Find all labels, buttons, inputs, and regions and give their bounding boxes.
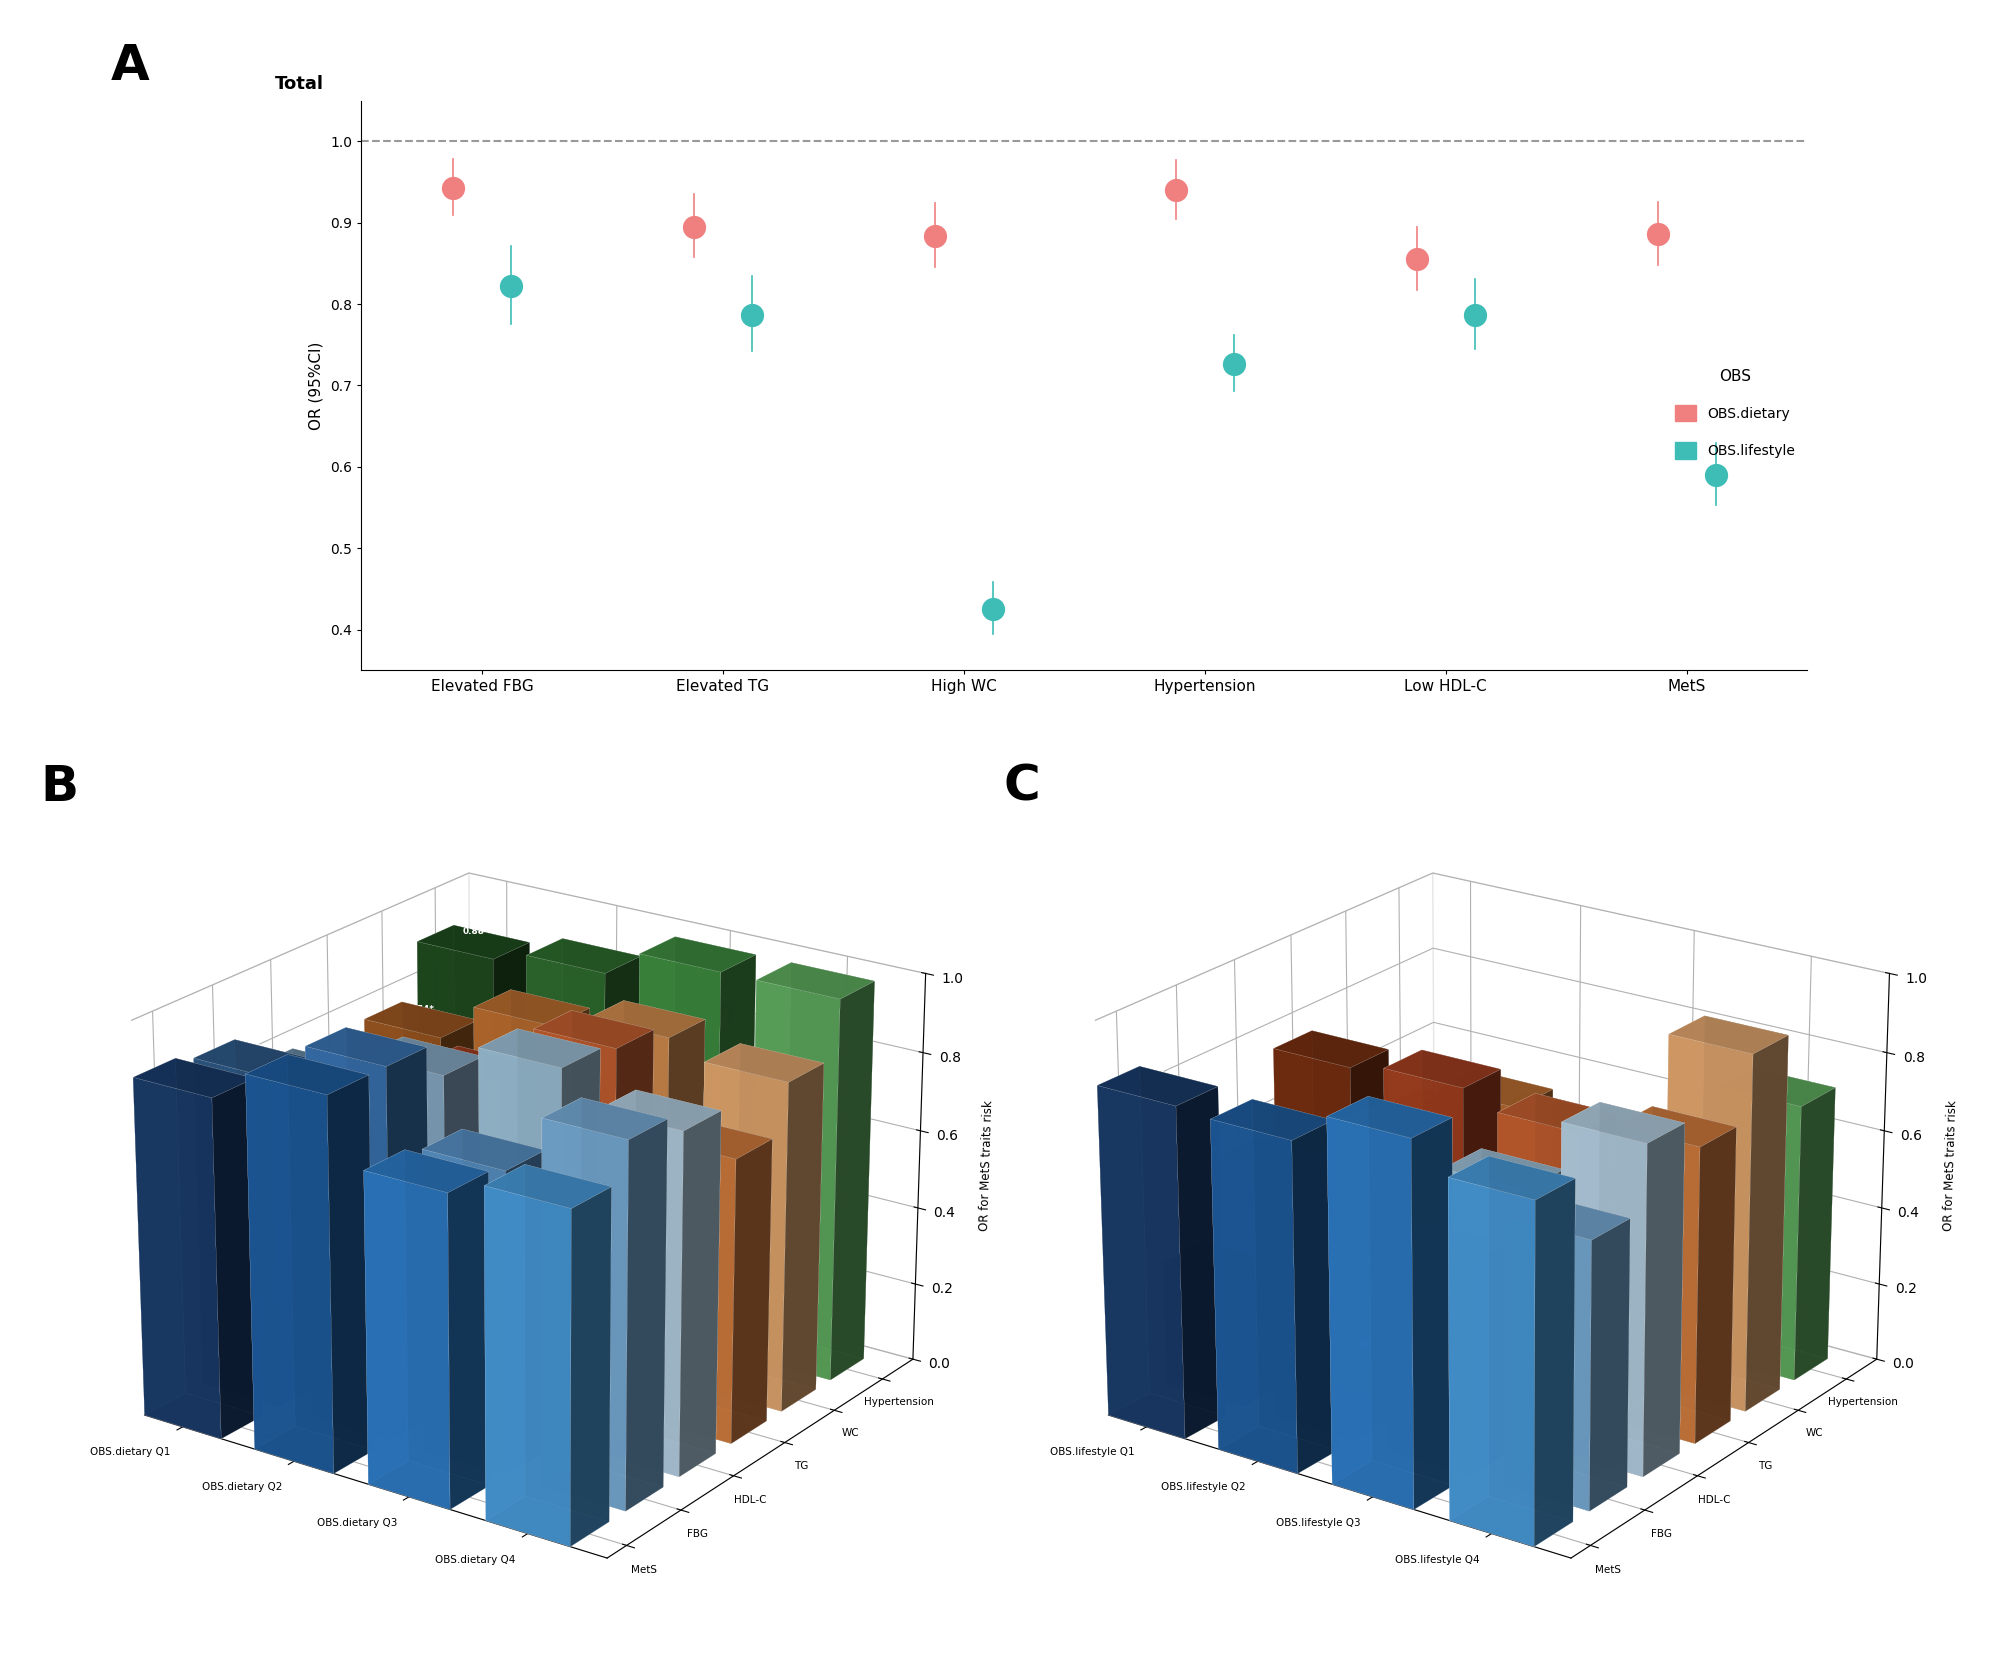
Legend: OBS.dietary, OBS.lifestyle: OBS.dietary, OBS.lifestyle (1668, 364, 1800, 464)
Text: A: A (110, 42, 149, 91)
Y-axis label: OR (95%CI): OR (95%CI) (309, 342, 323, 429)
Point (975, 597, 1008, 623)
Point (1642, 221, 1674, 248)
Point (1457, 302, 1489, 328)
Point (735, 302, 767, 328)
Point (919, 223, 951, 250)
Text: C: C (1004, 763, 1040, 811)
Point (438, 174, 470, 201)
Point (1160, 176, 1192, 203)
Point (678, 213, 710, 240)
Point (1216, 350, 1248, 377)
Text: B: B (40, 763, 78, 811)
Text: Total: Total (275, 75, 323, 94)
Point (494, 273, 526, 300)
Point (1698, 461, 1730, 488)
Point (1401, 246, 1433, 273)
